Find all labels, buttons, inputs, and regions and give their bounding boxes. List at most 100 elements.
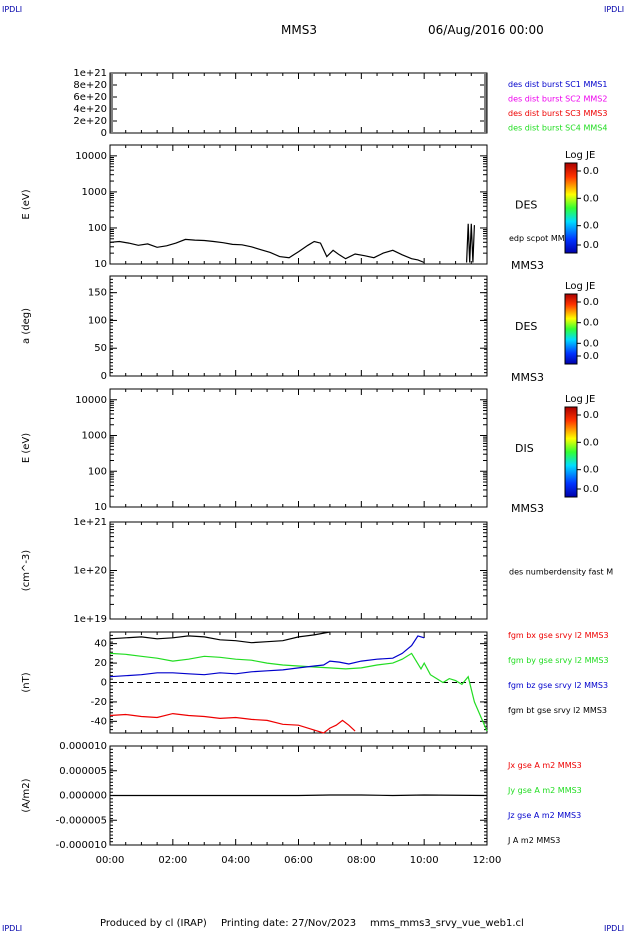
- x-tick-label: 08:00: [347, 855, 376, 866]
- y-axis-label: E (eV): [21, 433, 32, 463]
- y-tick-label: 40: [94, 639, 107, 650]
- x-tick-label: 00:00: [96, 855, 125, 866]
- panel-p2: 10000 1000 100 10 E (eV) DES edp scpot MMS3 MMS…: [21, 144, 599, 272]
- panel-frame: [109, 72, 488, 134]
- y-tick-label: 1e+19: [73, 614, 107, 625]
- y-axis-label: a (deg): [21, 308, 32, 344]
- y-tick-label: 1000: [82, 431, 107, 442]
- instrument-label: DES: [515, 320, 537, 333]
- y-tick-label: 0: [101, 128, 107, 139]
- panel-p7: 0.000010 0.000005 0.000000 -0.000005 -0.0000…: [21, 741, 582, 866]
- footer-printing-date: Printing date: 27/Nov/2023: [221, 918, 357, 929]
- colorbar-tick-label: 0.0: [583, 338, 599, 349]
- series-line-fgm-bz-gse-srvy-l2-mms3: [109, 635, 425, 678]
- y-tick-label: -40: [91, 716, 107, 727]
- y-axis-label: (nT): [21, 672, 32, 692]
- y-tick-label: 10000: [75, 395, 107, 406]
- instrument-label: DES: [515, 199, 537, 212]
- panel-p5: 1e+21 1e+20 1e+19 (cm^-3) des numberdensity …: [21, 517, 613, 625]
- series-line-j-a-m2-mms3: [110, 794, 488, 797]
- legend-entry: des dist burst SC2 MMS2: [508, 95, 607, 104]
- instrument-label: DIS: [515, 442, 534, 455]
- y-tick-label: 100: [88, 315, 107, 326]
- panel-p6: 40 20 0 -20 -40 (nT) fgm bx gse srvy l2 MMS3 fg…: [21, 631, 609, 734]
- spacecraft-label: MMS3: [511, 502, 544, 515]
- colorbar-tick-label: 0.0: [583, 437, 599, 448]
- x-tick-label: 06:00: [284, 855, 313, 866]
- y-tick-label: 10000: [75, 151, 107, 162]
- x-tick-label: 04:00: [221, 855, 250, 866]
- legend-entry: fgm bt gse srvy l2 MMS3: [508, 706, 607, 715]
- x-tick-label: 02:00: [158, 855, 187, 866]
- y-tick-label: 50: [94, 343, 107, 354]
- y-tick-label: 0: [101, 371, 107, 382]
- panel-frame: [109, 388, 488, 508]
- series-line-fgm-bt-gse-srvy-l2-mms3: [109, 631, 331, 644]
- colorbar-tick-label: 0.0: [583, 221, 599, 232]
- y-tick-label: 100: [88, 223, 107, 234]
- colorbar: [564, 406, 578, 498]
- y-tick-label: -20: [91, 697, 107, 708]
- y-tick-label: 150: [88, 288, 107, 299]
- x-tick-label: 10:00: [410, 855, 439, 866]
- y-axis-label: (A/m2): [21, 778, 32, 812]
- y-tick-label: 1e+20: [73, 566, 107, 577]
- colorbar-title: Log JE: [565, 150, 595, 161]
- corner-label-top-left: IPDLI: [2, 5, 23, 14]
- panel-frame: [109, 521, 488, 620]
- y-tick-label: 1e+21: [73, 517, 107, 528]
- colorbar-tick-label: 0.0: [583, 318, 599, 329]
- corner-label-bottom-left: IPDLI: [2, 924, 23, 933]
- y-tick-label: 10: [94, 259, 107, 270]
- y-tick-label: -0.000010: [56, 840, 107, 851]
- colorbar-tick-label: 0.0: [583, 240, 599, 251]
- corner-label-bottom-right: IPDLI: [604, 924, 625, 933]
- legend-entry: Jy gse A m2 MMS3: [507, 786, 582, 795]
- legend-entry: Jz gse A m2 MMS3: [507, 811, 581, 820]
- spacecraft-title: MMS3: [281, 23, 317, 37]
- colorbar: [564, 162, 578, 254]
- colorbar-tick-label: 0.0: [583, 465, 599, 476]
- legend-entry: Jx gse A m2 MMS3: [507, 761, 582, 770]
- series-line-fgm-by-gse-srvy-l2-mms3: [109, 652, 488, 732]
- y-tick-label: 1e+21: [73, 68, 107, 79]
- legend-entry: fgm by gse srvy l2 MMS3: [508, 656, 609, 665]
- date-title: 06/Aug/2016 00:00: [428, 23, 544, 37]
- series-line-edp-scpot-mms3: [109, 238, 425, 264]
- legend-entry: des dist burst SC4 MMS4: [508, 124, 607, 133]
- y-tick-label: 8e+20: [73, 80, 107, 91]
- colorbar-tick-label: 0.0: [583, 410, 599, 421]
- colorbar-tick-label: 0.0: [583, 351, 599, 362]
- legend-entry: des dist burst SC1 MMS1: [508, 80, 607, 89]
- x-tick-label: 12:00: [473, 855, 502, 866]
- panel-p4: 10000 1000 100 10 E (eV) DIS MMS3 Log JE 0.0 0.0 0…: [21, 388, 599, 515]
- footer-produced-by: Produced by cl (IRAP): [100, 918, 207, 929]
- spacecraft-label: MMS3: [511, 259, 544, 272]
- colorbar-tick-label: 0.0: [583, 297, 599, 308]
- right-sublabel: des numberdensity fast M: [509, 568, 613, 577]
- y-tick-label: 0.000010: [59, 741, 107, 752]
- legend-entry: J A m2 MMS3: [507, 836, 560, 845]
- y-tick-label: 4e+20: [73, 104, 107, 115]
- footer-filename: mms_mms3_srvy_vue_web1.cl: [370, 918, 524, 929]
- colorbar-title: Log JE: [565, 281, 595, 292]
- panel-p3: 150 100 50 0 a (deg) DES MMS3 Log JE 0.0 0.0 0.0 0.…: [21, 275, 599, 384]
- y-tick-label: 100: [88, 466, 107, 477]
- panel-frame: [109, 275, 488, 377]
- corner-label-top-right: IPDLI: [604, 5, 625, 14]
- y-tick-label: 0: [101, 678, 107, 689]
- y-tick-label: 2e+20: [73, 116, 107, 127]
- colorbar-tick-label: 0.0: [583, 193, 599, 204]
- colorbar-tick-label: 0.0: [583, 484, 599, 495]
- colorbar-tick-label: 0.0: [583, 166, 599, 177]
- y-tick-label: 1000: [82, 187, 107, 198]
- y-tick-label: 20: [94, 658, 107, 669]
- y-axis-label: (cm^-3): [21, 550, 32, 591]
- spacecraft-label: MMS3: [511, 371, 544, 384]
- y-tick-label: -0.000005: [56, 815, 107, 826]
- y-tick-label: 6e+20: [73, 92, 107, 103]
- y-tick-label: 0.000005: [59, 766, 107, 777]
- series-line-fgm-bx-gse-srvy-l2-mms3: [109, 712, 356, 734]
